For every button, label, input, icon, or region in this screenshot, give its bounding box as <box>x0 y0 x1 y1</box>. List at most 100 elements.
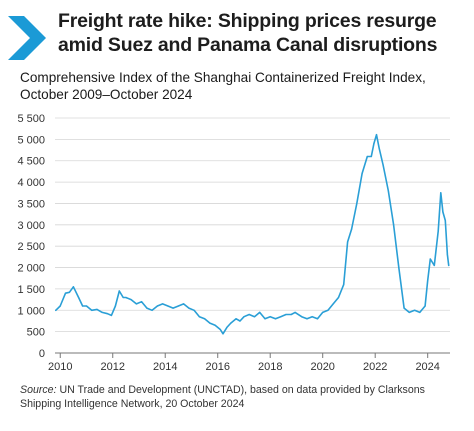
data-point <box>378 147 380 149</box>
y-tick-label: 3 000 <box>17 220 45 232</box>
data-point <box>101 311 103 313</box>
y-tick-label: 1 000 <box>17 305 45 317</box>
y-axis: 0 500 1 000 1 500 2 000 2 500 3 000 3 500 4 000 4… <box>17 113 45 360</box>
data-point <box>156 305 158 307</box>
data-point <box>403 307 405 309</box>
data-point <box>82 305 84 307</box>
data-point <box>393 224 395 226</box>
y-tick-label: 4 000 <box>17 177 45 189</box>
data-point <box>72 286 74 288</box>
data-point <box>398 266 400 269</box>
data-point <box>269 316 271 318</box>
chart-title: Freight rate hike: Shipping prices resur… <box>58 10 438 56</box>
data-point <box>429 258 431 260</box>
data-point <box>274 318 277 320</box>
chart-subtitle: Comprehensive Index of the Shanghai Cont… <box>20 70 426 102</box>
data-point <box>253 316 256 318</box>
gridlines <box>55 117 450 333</box>
data-point <box>55 309 57 311</box>
data-point <box>427 279 429 281</box>
data-point <box>440 192 442 194</box>
data-point <box>356 202 358 205</box>
data-point <box>316 318 319 320</box>
data-point <box>96 308 98 310</box>
data-point <box>122 296 124 299</box>
data-point <box>347 241 349 243</box>
x-tick-label: 2010 <box>48 361 72 373</box>
data-point <box>370 155 372 158</box>
data-point <box>408 311 410 313</box>
data-point <box>382 164 384 166</box>
x-tick-label: 2016 <box>205 361 229 373</box>
data-point <box>414 309 416 311</box>
data-point <box>387 190 389 192</box>
data-point <box>91 309 93 311</box>
source-text: UN Trade and Development (UNCTAD), based… <box>20 384 425 410</box>
x-axis: 2010 2012 2014 2016 2018 2020 2022 2024 <box>48 352 450 373</box>
data-point <box>151 309 153 311</box>
data-point <box>222 333 224 335</box>
data-point <box>226 326 228 328</box>
data-point <box>114 305 116 307</box>
data-point <box>110 314 112 316</box>
data-point <box>118 290 120 292</box>
data-point <box>141 301 143 303</box>
data-point <box>294 311 296 313</box>
y-tick-label: 2 000 <box>17 263 45 275</box>
data-point <box>442 211 444 213</box>
x-tick-label: 2018 <box>258 361 282 373</box>
y-tick-label: 500 <box>27 327 45 339</box>
data-point <box>198 316 200 318</box>
data-point <box>230 322 232 324</box>
line-chart: 0 500 1 000 1 500 2 000 2 500 3 000 3 500 4 000 4… <box>17 113 450 373</box>
y-tick-label: 3 500 <box>17 198 45 210</box>
data-point <box>172 307 174 309</box>
series-layer <box>54 133 450 335</box>
data-point <box>85 305 88 307</box>
data-point <box>78 296 80 299</box>
data-point <box>337 296 340 299</box>
data-point <box>235 318 237 320</box>
data-point <box>243 316 245 318</box>
data-point <box>219 328 221 331</box>
chevron-right-icon <box>8 16 46 60</box>
data-point <box>446 254 448 256</box>
data-point <box>311 316 313 318</box>
data-point <box>214 324 216 326</box>
data-point <box>248 313 250 316</box>
data-point <box>433 264 435 266</box>
data-point <box>419 311 421 313</box>
data-point <box>68 291 70 293</box>
x-tick-label: 2024 <box>415 361 439 373</box>
y-tick-label: 5 500 <box>17 113 45 125</box>
data-point <box>361 172 363 175</box>
data-point <box>239 320 241 322</box>
data-point <box>366 155 368 158</box>
data-point <box>193 309 195 311</box>
series-line <box>54 133 450 335</box>
data-point <box>375 134 378 136</box>
data-point <box>301 316 303 318</box>
data-point <box>444 219 446 222</box>
y-tick-label: 1 500 <box>17 284 45 296</box>
data-point <box>130 299 132 301</box>
y-tick-label: 5 000 <box>17 134 45 146</box>
y-tick-label: 0 <box>39 348 45 360</box>
data-point <box>424 305 426 307</box>
data-point <box>183 303 185 305</box>
data-point <box>280 316 282 318</box>
data-point <box>125 296 127 299</box>
data-point <box>264 318 266 320</box>
data-point <box>177 305 179 307</box>
data-point <box>167 305 169 307</box>
data-point <box>135 303 137 305</box>
data-point <box>351 228 353 230</box>
data-point <box>448 264 450 266</box>
data-point <box>209 322 211 324</box>
x-tick-label: 2014 <box>153 361 177 373</box>
data-point <box>64 292 67 294</box>
data-point <box>327 309 329 311</box>
data-point <box>106 313 109 315</box>
x-tick-label: 2020 <box>310 361 334 373</box>
data-point <box>290 313 292 316</box>
